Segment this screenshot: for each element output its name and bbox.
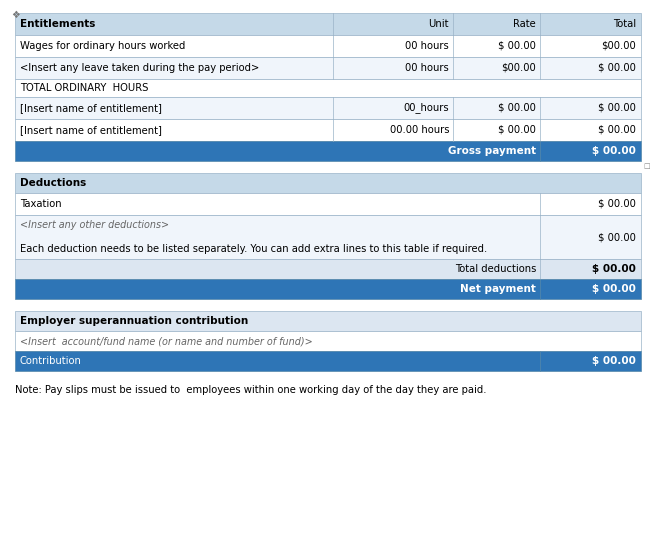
Text: Each deduction needs to be listed separately. You can add extra lines to this ta: Each deduction needs to be listed separa… [20,244,487,254]
Text: Unit: Unit [428,19,449,29]
Bar [15,351,641,371]
Text: $ 00.00: $ 00.00 [592,264,636,274]
Text: [Insert name of entitlement]: [Insert name of entitlement] [20,125,162,135]
Text: Rate: Rate [513,19,536,29]
Text: Deductions: Deductions [20,178,86,188]
Text: $ 00.00: $ 00.00 [498,41,536,51]
Text: 00 hours: 00 hours [405,63,449,73]
Text: $ 00.00: $ 00.00 [598,63,636,73]
Bar [15,279,641,299]
Text: $ 00.00: $ 00.00 [592,146,636,156]
Text: 00.00 hours: 00.00 hours [390,125,449,135]
Bar [15,259,641,279]
Text: Contribution: Contribution [20,356,82,366]
Text: 00 hours: 00 hours [405,41,449,51]
Bar [15,331,641,351]
Text: ❖: ❖ [11,10,20,20]
Text: 00_hours: 00_hours [403,103,449,113]
Text: Total deductions: Total deductions [455,264,536,274]
Text: $ 00.00: $ 00.00 [598,232,636,242]
Text: <Insert any leave taken during the pay period>: <Insert any leave taken during the pay p… [20,63,259,73]
Text: <Insert any other deductions>: <Insert any other deductions> [20,220,169,230]
Bar [15,215,641,259]
Bar [15,97,641,119]
Text: TOTAL ORDINARY  HOURS: TOTAL ORDINARY HOURS [20,83,148,93]
Bar [15,193,641,215]
Text: Total: Total [613,19,636,29]
Bar [15,57,641,79]
Bar [15,141,641,161]
Text: $ 00.00: $ 00.00 [598,103,636,113]
Text: Note: Pay slips must be issued to  employees within one working day of the day t: Note: Pay slips must be issued to employ… [15,385,487,395]
Bar [15,173,641,193]
Text: [Insert name of entitlement]: [Insert name of entitlement] [20,103,162,113]
Bar [15,311,641,331]
Text: Net payment: Net payment [460,284,536,294]
Text: Gross payment: Gross payment [448,146,536,156]
Text: $00.00: $00.00 [501,63,536,73]
Text: $ 00.00: $ 00.00 [498,125,536,135]
Text: Employer superannuation contribution: Employer superannuation contribution [20,316,248,326]
Text: $ 00.00: $ 00.00 [598,125,636,135]
Text: $00.00: $00.00 [602,41,636,51]
Text: $ 00.00: $ 00.00 [592,356,636,366]
Text: <Insert  account/fund name (or name and number of fund)>: <Insert account/fund name (or name and n… [20,336,313,346]
Text: □: □ [643,163,649,169]
Text: $ 00.00: $ 00.00 [598,199,636,209]
Bar [15,13,641,35]
Text: Wages for ordinary hours worked: Wages for ordinary hours worked [20,41,186,51]
Text: $ 00.00: $ 00.00 [498,103,536,113]
Text: Entitlements: Entitlements [20,19,95,29]
Text: $ 00.00: $ 00.00 [592,284,636,294]
Bar [15,79,641,97]
Text: Taxation: Taxation [20,199,62,209]
Bar [15,35,641,57]
Bar [15,119,641,141]
